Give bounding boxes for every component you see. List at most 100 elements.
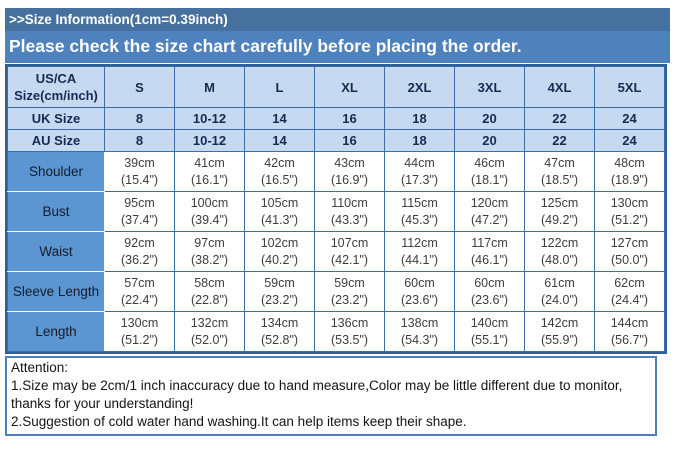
cm-value: 130cm (610, 195, 649, 210)
row-label: Length (7, 311, 105, 352)
size-cell: 14 (244, 129, 315, 152)
size-cell: 16 (314, 129, 385, 152)
cm-value: 61cm (544, 275, 575, 290)
measurement-cell: 132cm (52.0") (174, 311, 245, 352)
inch-value: (44.1") (400, 252, 439, 267)
measurement-cell: 62cm (24.4") (594, 271, 665, 312)
inch-value: (23.6") (470, 292, 509, 307)
measurement-cell: 112cm (44.1") (384, 231, 455, 272)
measurement-cell: 59cm (23.2") (244, 271, 315, 312)
cm-value: 47cm (544, 155, 575, 170)
measurement-cell: 60cm (23.6") (384, 271, 455, 312)
inch-value: (54.3") (400, 332, 439, 347)
measurement-cell: 61cm (24.0") (524, 271, 595, 312)
measurement-cell: 130cm (51.2") (104, 311, 175, 352)
cm-value: 117cm (471, 235, 508, 250)
cm-value: 112cm (401, 235, 438, 250)
cm-value: 39cm (124, 155, 155, 170)
cm-value: 144cm (610, 315, 649, 330)
inch-value: (52.0") (190, 332, 229, 347)
cm-value: 107cm (330, 235, 369, 250)
measurement-cell: 59cm (23.2") (314, 271, 385, 312)
measurement-cell: 127cm (50.0") (594, 231, 665, 272)
inch-value: (49.2") (540, 212, 579, 227)
inch-value: (56.7") (610, 332, 649, 347)
measurement-cell: 39cm (15.4") (104, 151, 175, 192)
measurement-row: Length 130cm (51.2") 132cm (52.0") 134cm (52.8… (7, 311, 665, 352)
measurement-cell: 46cm (18.1") (454, 151, 525, 192)
size-row: UK Size 8 10-12 14 16 18 20 22 24 (7, 107, 665, 130)
cm-value: 138cm (400, 315, 439, 330)
size-row: AU Size 8 10-12 14 16 18 20 22 24 (7, 129, 665, 152)
measurement-cell: 102cm (40.2") (244, 231, 315, 272)
measurement-cell: 41cm (16.1") (174, 151, 245, 192)
measurement-cell: 92cm (36.2") (104, 231, 175, 272)
measurement-cell: 110cm (43.3") (314, 191, 385, 232)
column-header: 2XL (384, 66, 455, 108)
cm-value: 136cm (330, 315, 369, 330)
inch-value: (55.9") (540, 332, 579, 347)
measurement-cell: 117cm (46.1") (454, 231, 525, 272)
inch-value: (23.2") (330, 292, 369, 307)
inch-value: (51.2") (120, 332, 159, 347)
inch-value: (22.4") (120, 292, 159, 307)
measurement-cell: 134cm (52.8") (244, 311, 315, 352)
cm-value: 62cm (614, 275, 645, 290)
row-label: AU Size (7, 129, 105, 152)
inch-value: (16.9") (330, 172, 369, 187)
inch-value: (16.5") (260, 172, 299, 187)
size-cell: 18 (384, 129, 455, 152)
measurement-row: Bust 95cm (37.4") 100cm (39.4") 105cm (41.3") 1… (7, 191, 665, 232)
inch-value: (55.1") (470, 332, 509, 347)
inch-value: (24.0") (540, 292, 579, 307)
size-cell: 8 (104, 129, 175, 152)
measurement-cell: 58cm (22.8") (174, 271, 245, 312)
inch-value: (22.8") (190, 292, 229, 307)
inch-value: (43.3") (330, 212, 369, 227)
size-cell: 8 (104, 107, 175, 130)
cm-value: 58cm (194, 275, 225, 290)
inch-value: (23.6") (400, 292, 439, 307)
measurement-cell: 44cm (17.3") (384, 151, 455, 192)
cm-value: 105cm (260, 195, 299, 210)
cm-value: 59cm (264, 275, 295, 290)
inch-value: (37.4") (120, 212, 159, 227)
inch-value: (48.0") (540, 252, 579, 267)
inch-value: (46.1") (470, 252, 509, 267)
size-cell: 10-12 (174, 107, 245, 130)
corner-line1: US/CA (35, 71, 77, 86)
size-check-notice: Please check the size chart carefully be… (5, 31, 670, 63)
cm-value: 140cm (470, 315, 509, 330)
inch-value: (38.2") (190, 252, 229, 267)
measurement-cell: 100cm (39.4") (174, 191, 245, 232)
inch-value: (47.2") (470, 212, 509, 227)
column-header: 3XL (454, 66, 525, 108)
measurement-cell: 95cm (37.4") (104, 191, 175, 232)
size-chart-table: US/CA Size(cm/inch) S M L XL 2XL 3XL 4XL 5XL UK… (7, 66, 665, 352)
cm-value: 120cm (470, 195, 509, 210)
measurement-cell: 48cm (18.9") (594, 151, 665, 192)
inch-value: (36.2") (120, 252, 159, 267)
measurement-cell: 144cm (56.7") (594, 311, 665, 352)
size-cell: 24 (594, 107, 665, 130)
size-cell: 24 (594, 129, 665, 152)
cm-value: 110cm (331, 195, 368, 210)
column-header: 4XL (524, 66, 595, 108)
size-cell: 20 (454, 107, 525, 130)
measurement-row: Waist 92cm (36.2") 97cm (38.2") 102cm (40.2") 1… (7, 231, 665, 272)
row-label: Waist (7, 231, 105, 272)
column-header: 5XL (594, 66, 665, 108)
column-header: S (104, 66, 175, 108)
measurement-cell: 122cm (48.0") (524, 231, 595, 272)
measurement-cell: 57cm (22.4") (104, 271, 175, 312)
cm-value: 46cm (474, 155, 505, 170)
cm-value: 100cm (190, 195, 229, 210)
cm-value: 95cm (124, 195, 155, 210)
inch-value: (17.3") (400, 172, 439, 187)
measurement-cell: 125cm (49.2") (524, 191, 595, 232)
measurement-row: Sleeve Length 57cm (22.4") 58cm (22.8") 59cm (… (7, 271, 665, 312)
cm-value: 59cm (334, 275, 365, 290)
cm-value: 134cm (260, 315, 299, 330)
column-header: XL (314, 66, 385, 108)
